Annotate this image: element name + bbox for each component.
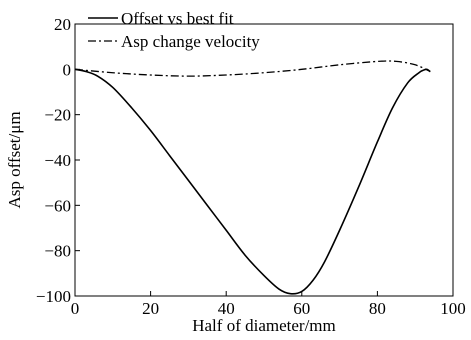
y-axis-title: Asp offset/μm	[5, 111, 24, 208]
y-tick-label: 0	[63, 60, 72, 79]
y-tick-label: −60	[44, 196, 71, 215]
axis-ticks: 0 20 40 60 80 100 −100 −80 −60 −40 −20 0 20	[36, 15, 466, 318]
legend-label-offset: Offset vs best fit	[121, 9, 234, 28]
x-tick-label: 40	[218, 299, 235, 318]
series-line-offset	[74, 68, 431, 295]
series-line-velocity	[74, 60, 431, 77]
y-tick-label: 20	[54, 15, 71, 34]
legend: Offset vs best fit Asp change velocity	[88, 9, 260, 51]
legend-label-velocity: Asp change velocity	[121, 32, 260, 51]
y-tick-label: −20	[44, 106, 71, 125]
x-axis-title: Half of diameter/mm	[192, 316, 336, 335]
x-tick-label: 80	[369, 299, 386, 318]
x-tick-label: 100	[440, 299, 466, 318]
x-tick-label: 0	[71, 299, 80, 318]
plot-frame	[74, 23, 454, 297]
x-tick-label: 20	[142, 299, 159, 318]
series-layer	[74, 60, 431, 295]
x-tick-label: 60	[293, 299, 310, 318]
y-tick-label: −40	[44, 151, 71, 170]
y-tick-label: −80	[44, 242, 71, 261]
y-tick-label: −100	[36, 287, 71, 306]
